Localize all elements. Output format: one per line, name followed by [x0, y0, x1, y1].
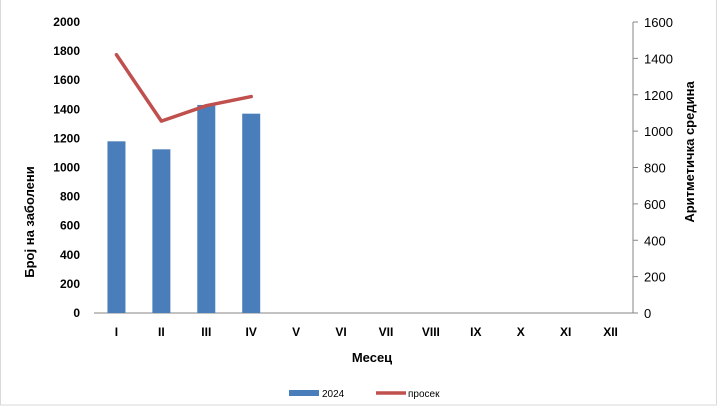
- x-tick-label: VI: [335, 325, 346, 339]
- y-tick-label: 1000: [53, 161, 80, 175]
- x-axis: I II III IV V VI VII VIII IX X XI XII: [94, 312, 633, 339]
- y-tick-label: 1600: [53, 73, 80, 87]
- bar: [242, 113, 261, 313]
- x-tick-label: VII: [379, 325, 394, 339]
- legend-label-bar: 2024: [322, 389, 345, 400]
- bar: [152, 149, 171, 313]
- y2-tick-label: 1400: [644, 51, 673, 66]
- x-tick-label: VIII: [422, 325, 440, 339]
- x-tick-label: IX: [470, 325, 481, 339]
- bar: [197, 104, 216, 313]
- bar: [107, 141, 126, 313]
- y-tick-label: 400: [60, 248, 80, 262]
- y2-tick-label: 1600: [644, 15, 673, 30]
- y2-axis-title: Аритметичка средина: [682, 81, 697, 223]
- y2-tick-label: 200: [644, 270, 666, 285]
- left-y-axis: 0 200 400 600 800 1000 1200 1400 1600 1800 2000: [53, 15, 80, 320]
- y2-tick-label: 600: [644, 197, 666, 212]
- y-tick-label: 1400: [53, 102, 80, 116]
- legend-swatch-bar: [289, 390, 319, 396]
- bar-series: [107, 104, 261, 313]
- line-path: [114, 52, 253, 123]
- y2-tick-label: 1200: [644, 88, 673, 103]
- y-tick-label: 0: [73, 306, 80, 320]
- x-axis-title: Месец: [352, 350, 392, 365]
- x-tick-label: I: [115, 325, 118, 339]
- legend-label-line: просек: [408, 389, 440, 400]
- legend: 2024 просек: [289, 389, 440, 400]
- x-tick-label: III: [201, 325, 211, 339]
- x-tick-label: II: [158, 325, 165, 339]
- x-tick-label: IV: [246, 325, 257, 339]
- y2-tick-label: 0: [644, 306, 651, 321]
- y-tick-label: 1200: [53, 131, 80, 145]
- y-tick-label: 600: [60, 219, 80, 233]
- y-axis-title: Број на заболени: [22, 166, 37, 277]
- x-tick-label: V: [292, 325, 300, 339]
- line-series: [114, 52, 253, 123]
- y-tick-label: 800: [60, 190, 80, 204]
- y-tick-label: 1800: [53, 44, 80, 58]
- y2-tick-label: 800: [644, 161, 666, 176]
- y2-tick-label: 400: [644, 233, 666, 248]
- x-tick-label: XII: [603, 325, 618, 339]
- x-tick-label: X: [517, 325, 525, 339]
- y-tick-label: 200: [60, 277, 80, 291]
- right-y-axis: 0 200 400 600 800 1000 1200 1400 1600: [632, 15, 673, 321]
- x-tick-label: XI: [560, 325, 571, 339]
- y2-tick-label: 1000: [644, 124, 673, 139]
- y-tick-label: 2000: [53, 15, 80, 29]
